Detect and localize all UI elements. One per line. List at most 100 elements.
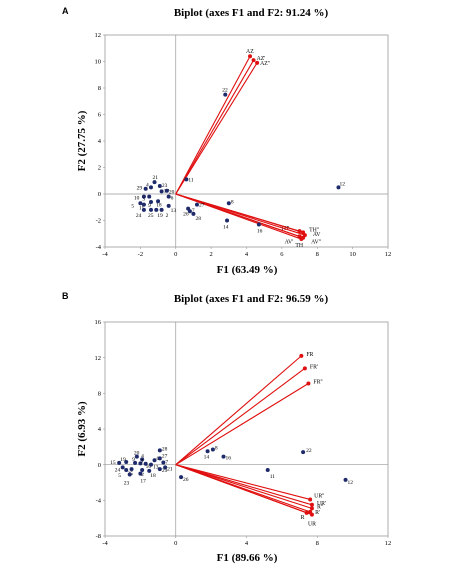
observation-point [148, 185, 153, 190]
panel-b-y-axis-title: F2 (6.93 %) [76, 401, 88, 457]
x-tick-label: -4 [102, 540, 108, 547]
observation-point [210, 447, 215, 452]
x-tick-label: 12 [385, 540, 392, 547]
observation-point [179, 475, 184, 480]
observation-point [194, 202, 199, 207]
vector-label: AV' [285, 239, 294, 245]
observation-point [157, 467, 162, 472]
vector-label: R' [315, 510, 320, 516]
observation-point [143, 186, 148, 191]
observation-label: 12 [348, 480, 354, 486]
vector-endpoint [299, 353, 304, 358]
observation-point [156, 199, 161, 204]
observation-point [184, 177, 189, 182]
vector-line [175, 59, 255, 195]
x-tick-label: 2 [210, 251, 213, 258]
observation-label: 22 [306, 448, 312, 454]
vector-endpoint [302, 366, 307, 371]
observation-point [187, 209, 192, 214]
observation-label: 8 [215, 446, 218, 452]
panel-a-observation-points: 2212112129423172010361851592425192132627… [131, 88, 345, 235]
observation-label: 11 [188, 177, 194, 183]
observation-point [221, 454, 226, 459]
observation-label: 2 [166, 213, 169, 219]
vector-label: AZ' [257, 56, 266, 62]
observation-point [134, 454, 139, 459]
vector-label: TH'' [309, 227, 319, 233]
observation-point [163, 465, 168, 470]
observation-label: 24 [115, 467, 121, 473]
observation-point [191, 211, 196, 216]
observation-point [343, 477, 348, 482]
panel-a-zero-lines [105, 35, 388, 247]
observation-label: 23 [162, 183, 168, 189]
observation-label: 20 [134, 451, 140, 457]
observation-label: 9 [148, 203, 151, 209]
observation-point [226, 201, 231, 206]
observation-label: 3 [140, 458, 143, 464]
observation-point [225, 218, 230, 223]
vector-label: AV [313, 232, 321, 238]
observation-point [166, 203, 171, 208]
y-tick-label: 4 [98, 426, 102, 433]
vector-label: UR [308, 522, 316, 528]
observation-point [140, 468, 145, 473]
panel-b-variable-vectors: FR FR' FR'' UR'' UR'R''R' RUR [175, 352, 326, 528]
observation-point [164, 188, 169, 193]
observation-label: 14 [223, 225, 229, 231]
observation-label: 28 [162, 446, 168, 452]
observation-label: 7 [165, 459, 168, 465]
vector-label: FR'' [313, 380, 322, 386]
vector-endpoint [308, 497, 313, 502]
y-tick-label: 12 [95, 32, 102, 39]
x-tick-label: 0 [174, 540, 177, 547]
observation-label: 6 [171, 196, 174, 202]
observation-label: 15 [110, 460, 116, 466]
y-tick-label: 12 [95, 355, 102, 362]
vector-label: UR'' [314, 493, 324, 499]
observation-label: 13 [153, 465, 159, 471]
observation-label: 25 [148, 213, 154, 219]
observation-point [152, 180, 157, 185]
vector-line [175, 464, 313, 516]
vector-line [175, 193, 302, 240]
observation-label: 23 [124, 480, 130, 486]
observation-label: 16 [226, 456, 232, 462]
panel-a-letter: A [62, 6, 69, 16]
vector-endpoint [306, 381, 311, 386]
vector-line [175, 464, 313, 509]
observation-point [256, 222, 261, 227]
observation-point [157, 456, 162, 461]
observation-point [159, 207, 164, 212]
vector-line [175, 367, 306, 466]
observation-point [336, 185, 341, 190]
observation-label: 5 [118, 473, 121, 479]
observation-point [124, 468, 129, 473]
observation-label: 22 [222, 88, 228, 94]
vector-label: FR [306, 352, 313, 358]
vector-endpoint [299, 237, 304, 242]
observation-label: 21 [167, 466, 173, 472]
observation-label: 16 [257, 228, 263, 234]
x-tick-label: 12 [385, 251, 392, 258]
observation-label: 2 [141, 472, 144, 478]
x-tick-label: 8 [316, 540, 319, 547]
observation-point [157, 448, 162, 453]
vector-endpoint [251, 58, 256, 63]
observation-point [148, 207, 153, 212]
observation-label: 9 [132, 457, 135, 463]
observation-point [138, 461, 143, 466]
x-tick-label: 6 [280, 251, 284, 258]
y-tick-label: 6 [98, 112, 102, 119]
observation-label: 14 [204, 454, 210, 460]
y-tick-label: 0 [98, 462, 101, 469]
vector-line [175, 55, 251, 195]
panel-b-zero-lines [105, 322, 388, 536]
observation-point [140, 457, 145, 462]
observation-label: 27 [199, 203, 205, 209]
observation-label: 21 [153, 175, 159, 181]
observation-point [141, 194, 146, 199]
y-tick-label: 0 [98, 191, 101, 198]
observation-label: 26 [183, 212, 189, 218]
